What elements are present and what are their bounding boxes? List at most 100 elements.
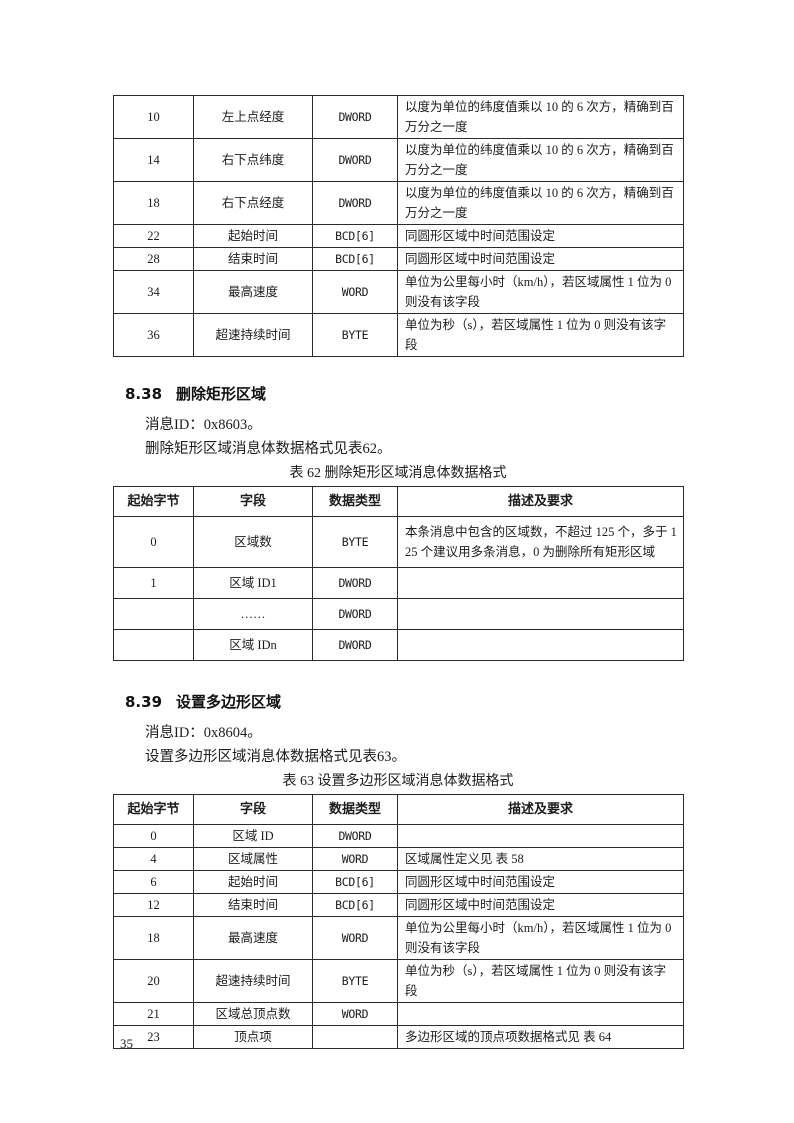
table-cell: 18: [113, 916, 194, 960]
table-cell: 同圆形区域中时间范围设定: [397, 224, 684, 248]
table-cell: 单位为公里每小时（km/h），若区域属性 1 位为 0 则没有该字段: [397, 916, 684, 960]
table-cell: DWORD: [312, 181, 398, 225]
table-cell: 右下点经度: [193, 181, 313, 225]
table-cell: WORD: [312, 916, 398, 960]
table-cell: 23: [113, 1025, 194, 1049]
table-cell: [397, 1002, 684, 1026]
table-cell: 4: [113, 847, 194, 871]
paragraph-message-id: 消息ID：0x8603。: [145, 417, 262, 433]
table-63-caption: 表 63 设置多边形区域消息体数据格式: [282, 774, 514, 789]
table-row: 0 区域数 BYTE 本条消息中包含的区域数，不超过 125 个，多于 125 个建议…: [113, 516, 684, 568]
table-cell: 区域数: [193, 516, 313, 568]
table-row: 12 结束时间 BCD[6] 同圆形区域中时间范围设定: [113, 893, 684, 917]
table-cell: 区域总顶点数: [193, 1002, 313, 1026]
table-row: 36 超速持续时间 BYTE 单位为秒（s），若区域属性 1 位为 0 则没有该字段: [113, 313, 684, 357]
table-header-row: 起始字节 字段 数据类型 描述及要求: [113, 794, 684, 825]
table-63-set-polygon-region: 起始字节 字段 数据类型 描述及要求 0 区域 ID DWORD 4 区域属性 WORD 区域属性定…: [113, 794, 684, 1049]
table-cell: 本条消息中包含的区域数，不超过 125 个，多于 125 个建议用多条消息，0 …: [397, 516, 684, 568]
table-cell: 单位为秒（s），若区域属性 1 位为 0 则没有该字段: [397, 313, 684, 357]
table-cell: [397, 598, 684, 630]
table-cell: 28: [113, 247, 194, 271]
table-cell: 结束时间: [193, 247, 313, 271]
table-cell: 区域 ID: [193, 824, 313, 848]
table-cell: 20: [113, 959, 194, 1003]
table-cell: DWORD: [312, 567, 398, 599]
paragraph-table-ref: 设置多边形区域消息体数据格式见表63。: [145, 749, 406, 765]
table-cell: WORD: [312, 1002, 398, 1026]
table-cell: 同圆形区域中时间范围设定: [397, 893, 684, 917]
section-title: 设置多边形区域: [176, 693, 282, 711]
table-cell: DWORD: [312, 598, 398, 630]
table-cell: 同圆形区域中时间范围设定: [397, 870, 684, 894]
table-cell: 起始时间: [193, 224, 313, 248]
table-cell: 超速持续时间: [193, 959, 313, 1003]
table-cell: 多边形区域的顶点项数据格式见 表 64: [397, 1025, 684, 1049]
table-cell: 以度为单位的纬度值乘以 10 的 6 次方，精确到百万分之一度: [397, 181, 684, 225]
table-cell: BYTE: [312, 313, 398, 357]
table-row: 区域 IDn DWORD: [113, 629, 684, 661]
table-rect-region-continuation: 10 左上点经度 DWORD 以度为单位的纬度值乘以 10 的 6 次方，精确到百万分…: [113, 95, 684, 357]
table-cell: 区域 ID1: [193, 567, 313, 599]
table-row: 0 区域 ID DWORD: [113, 824, 684, 848]
column-header: 起始字节: [113, 794, 194, 825]
table-row: 4 区域属性 WORD 区域属性定义见 表 58: [113, 847, 684, 871]
section-number: 8.38: [125, 385, 163, 403]
page-number: 35: [120, 1036, 133, 1051]
table-cell: WORD: [312, 847, 398, 871]
table-row: 28 结束时间 BCD[6] 同圆形区域中时间范围设定: [113, 247, 684, 271]
section-8-39-body: 消息ID：0x8604。 设置多边形区域消息体数据格式见表63。: [145, 721, 794, 769]
table-cell: ……: [193, 598, 313, 630]
table-cell: 区域属性定义见 表 58: [397, 847, 684, 871]
table-cell: 最高速度: [193, 916, 313, 960]
table-row: 6 起始时间 BCD[6] 同圆形区域中时间范围设定: [113, 870, 684, 894]
table-cell: 区域 IDn: [193, 629, 313, 661]
section-8-38-body: 消息ID：0x8603。 删除矩形区域消息体数据格式见表62。: [145, 413, 794, 461]
table-62-delete-rect-region: 起始字节 字段 数据类型 描述及要求 0 区域数 BYTE 本条消息中包含的区域数，不超过 1…: [113, 486, 684, 661]
table-cell: 区域属性: [193, 847, 313, 871]
section-heading-8-39: 8.39 设置多边形区域: [125, 692, 794, 712]
table-cell: DWORD: [312, 824, 398, 848]
table-cell: 顶点项: [193, 1025, 313, 1049]
table-cell: 起始时间: [193, 870, 313, 894]
table-cell: WORD: [312, 270, 398, 314]
table-cell: 同圆形区域中时间范围设定: [397, 247, 684, 271]
paragraph-table-ref: 删除矩形区域消息体数据格式见表62。: [145, 441, 392, 457]
table-cell: 以度为单位的纬度值乘以 10 的 6 次方，精确到百万分之一度: [397, 138, 684, 182]
table-cell: [397, 567, 684, 599]
table-cell: BCD[6]: [312, 893, 398, 917]
table-cell: DWORD: [312, 95, 398, 139]
table-row: 10 左上点经度 DWORD 以度为单位的纬度值乘以 10 的 6 次方，精确到百万分…: [113, 95, 684, 139]
table-row: 14 右下点纬度 DWORD 以度为单位的纬度值乘以 10 的 6 次方，精确到百万分…: [113, 138, 684, 182]
table-row: 18 右下点经度 DWORD 以度为单位的纬度值乘以 10 的 6 次方，精确到百万分…: [113, 181, 684, 225]
section-heading-8-38: 8.38 删除矩形区域: [125, 384, 794, 404]
table-cell: 18: [113, 181, 194, 225]
table-cell: [113, 629, 194, 661]
table-cell: 0: [113, 824, 194, 848]
section-title: 删除矩形区域: [176, 385, 267, 403]
table-cell: [113, 598, 194, 630]
table-cell: 6: [113, 870, 194, 894]
table-cell: 0: [113, 516, 194, 568]
column-header: 字段: [193, 794, 313, 825]
table-cell: BYTE: [312, 959, 398, 1003]
table-62-caption: 表 62 删除矩形区域消息体数据格式: [289, 466, 507, 481]
table-cell: BYTE: [312, 516, 398, 568]
table-cell: 1: [113, 567, 194, 599]
column-header: 描述及要求: [397, 794, 684, 825]
table-row: 18 最高速度 WORD 单位为公里每小时（km/h），若区域属性 1 位为 0 则没…: [113, 916, 684, 960]
table-header-row: 起始字节 字段 数据类型 描述及要求: [113, 486, 684, 517]
paragraph-message-id: 消息ID：0x8604。: [145, 725, 262, 741]
table-row: …… DWORD: [113, 598, 684, 630]
table-cell: 21: [113, 1002, 194, 1026]
table-cell: [397, 824, 684, 848]
table-cell: 单位为秒（s），若区域属性 1 位为 0 则没有该字段: [397, 959, 684, 1003]
table-row: 20 超速持续时间 BYTE 单位为秒（s），若区域属性 1 位为 0 则没有该字段: [113, 959, 684, 1003]
table-cell: BCD[6]: [312, 870, 398, 894]
table-cell: 结束时间: [193, 893, 313, 917]
table-row: 21 区域总顶点数 WORD: [113, 1002, 684, 1026]
table-row: 34 最高速度 WORD 单位为公里每小时（km/h），若区域属性 1 位为 0 则没…: [113, 270, 684, 314]
column-header: 数据类型: [312, 794, 398, 825]
table-cell: 单位为公里每小时（km/h），若区域属性 1 位为 0 则没有该字段: [397, 270, 684, 314]
table-row: 1 区域 ID1 DWORD: [113, 567, 684, 599]
